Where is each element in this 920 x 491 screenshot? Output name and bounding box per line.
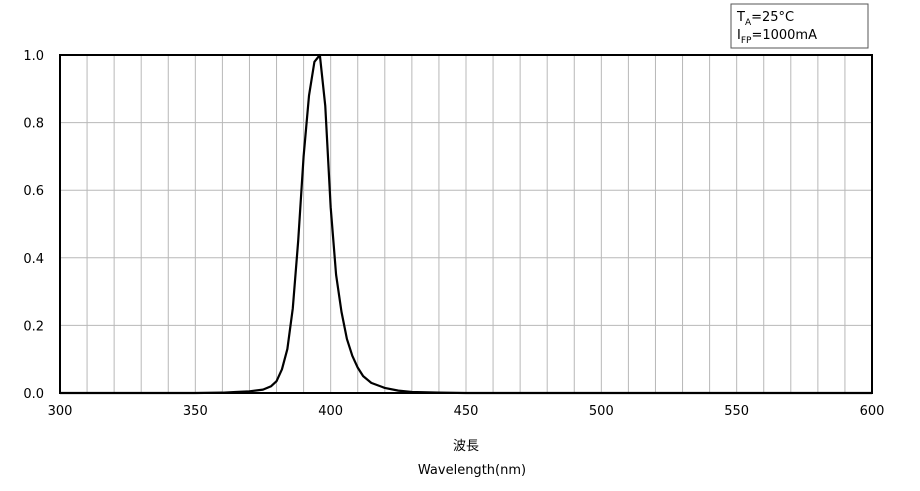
annotation-value: =1000mA: [751, 28, 817, 43]
annotation-box: [730, 3, 869, 49]
x-tick-label: 500: [589, 404, 614, 419]
x-tick-label: 450: [454, 404, 479, 419]
x-tick-label: 550: [724, 404, 749, 419]
x-tick-label: 350: [183, 404, 208, 419]
x-axis-label: Wavelength(nm): [418, 463, 526, 478]
y-tick-label: 0.4: [23, 252, 44, 267]
annotation-value: =25°C: [751, 10, 794, 25]
data-line: [60, 53, 872, 395]
y-tick-label: 0.0: [23, 387, 44, 402]
annotation-symbol: I: [737, 28, 741, 43]
y-tick-label: 0.6: [23, 184, 44, 199]
annotation-subscript: FP: [741, 36, 752, 46]
y-tick-label: 1.0: [23, 49, 44, 64]
y-tick-label: 0.2: [23, 319, 44, 334]
x-axis-label: 波長: [453, 439, 479, 454]
x-tick-label: 400: [318, 404, 343, 419]
x-tick-label: 300: [48, 404, 73, 419]
annotation-symbol: T: [736, 10, 745, 25]
annotation: IFP=1000mA: [737, 28, 817, 46]
annotation-subscript: A: [745, 18, 752, 28]
x-tick-label: 600: [860, 404, 885, 419]
y-tick-label: 0.8: [23, 117, 44, 132]
annotation: TA=25°C: [736, 10, 794, 28]
